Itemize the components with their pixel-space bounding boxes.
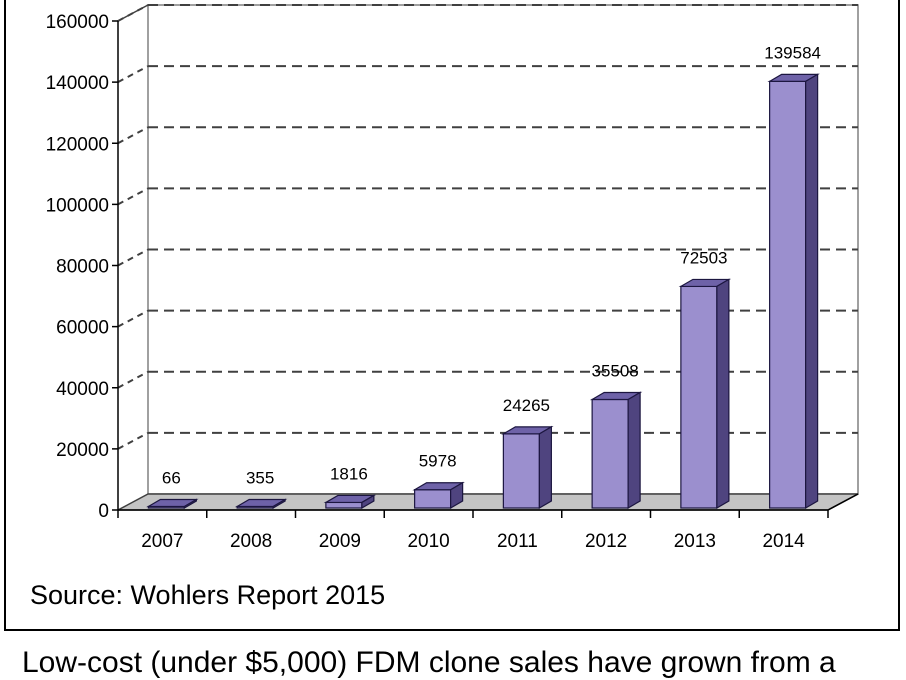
- y-tick-label: 140000: [46, 73, 109, 94]
- source-note: Source: Wohlers Report 2015: [30, 580, 386, 610]
- gridline-depth: [117, 4, 149, 22]
- bar-front: [680, 285, 718, 509]
- data-label: 1816: [330, 464, 368, 483]
- gridline-depth: [117, 370, 149, 389]
- bar: [323, 494, 377, 510]
- bar-side: [361, 494, 375, 510]
- bar: [234, 498, 288, 510]
- bar: [767, 73, 820, 510]
- y-tick-label: 20000: [56, 440, 109, 461]
- bar: [589, 391, 643, 510]
- x-tick-label: 2013: [674, 531, 716, 552]
- bar-side: [716, 278, 730, 510]
- chart-frame: 0 20000 40000 60000 80000 100000 120000 140000 1…: [4, 0, 900, 631]
- x-tick-label: 2009: [319, 531, 361, 552]
- gridline-depth: [117, 126, 149, 145]
- x-tick-label: 2011: [497, 531, 538, 552]
- caption-text: Low-cost (under $5,000) FDM clone sales …: [22, 646, 836, 679]
- x-axis-depth: [827, 493, 859, 511]
- data-label: 24265: [503, 396, 550, 415]
- bar-front: [591, 398, 629, 509]
- data-label: 355: [246, 469, 274, 488]
- bar-side: [272, 498, 286, 510]
- bars: [146, 73, 820, 510]
- y-tick-label: 60000: [56, 318, 109, 339]
- bar: [146, 498, 199, 510]
- gridline-depth: [117, 65, 149, 84]
- bar-side: [538, 425, 552, 510]
- x-tick-label: 2010: [407, 531, 449, 552]
- gridlines: [117, 4, 858, 450]
- y-tick-label: 40000: [56, 379, 109, 400]
- x-tick-label: 2012: [585, 531, 627, 552]
- bar-front: [502, 433, 540, 509]
- gridline-depth: [117, 309, 149, 328]
- bar-front: [325, 501, 363, 509]
- axes: 0 20000 40000 60000 80000 100000 120000 140000 1…: [46, 12, 859, 552]
- x-tick-label: 2007: [141, 531, 183, 552]
- bar-front: [769, 80, 807, 509]
- gridline-depth: [117, 187, 149, 206]
- y-tick-label: 120000: [46, 134, 109, 155]
- data-label: 5978: [419, 452, 457, 471]
- y-tick-label: 80000: [56, 257, 109, 278]
- bar-side: [183, 498, 197, 510]
- gridline-depth: [117, 431, 149, 450]
- chart-background: [117, 4, 859, 511]
- bar: [412, 481, 465, 510]
- y-tick-label: 100000: [46, 195, 109, 216]
- x-tick-label: 2014: [762, 531, 805, 552]
- bar: [678, 278, 732, 510]
- chart-floor: [117, 493, 859, 511]
- data-label: 35508: [591, 361, 638, 380]
- data-labels: 66 355 1816 5978 24265 35508 72503 139584: [162, 43, 821, 487]
- bar-side: [627, 391, 641, 510]
- bar-front: [414, 489, 452, 509]
- data-label: 72503: [680, 248, 727, 267]
- bar: [501, 425, 554, 510]
- bar-chart: 0 20000 40000 60000 80000 100000 120000 140000 1…: [46, 4, 859, 552]
- data-label: 66: [162, 469, 181, 488]
- data-label: 139584: [764, 43, 821, 62]
- x-tick-label: 2008: [230, 531, 272, 552]
- y-tick-label: 160000: [46, 12, 109, 33]
- bar-side: [450, 481, 464, 510]
- gridline-depth: [117, 248, 149, 267]
- y-tick-label: 0: [98, 501, 109, 522]
- bar-side: [805, 73, 819, 510]
